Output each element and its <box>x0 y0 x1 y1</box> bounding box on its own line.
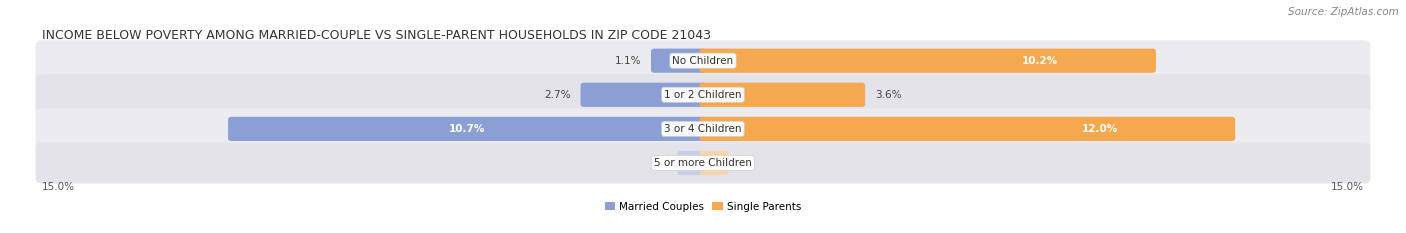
FancyBboxPatch shape <box>678 151 707 175</box>
FancyBboxPatch shape <box>228 117 707 141</box>
FancyBboxPatch shape <box>699 117 1236 141</box>
FancyBboxPatch shape <box>581 83 707 107</box>
FancyBboxPatch shape <box>699 49 1156 73</box>
Text: 15.0%: 15.0% <box>42 182 75 192</box>
FancyBboxPatch shape <box>35 74 1371 115</box>
Text: INCOME BELOW POVERTY AMONG MARRIED-COUPLE VS SINGLE-PARENT HOUSEHOLDS IN ZIP COD: INCOME BELOW POVERTY AMONG MARRIED-COUPL… <box>42 29 711 42</box>
Text: 3 or 4 Children: 3 or 4 Children <box>664 124 742 134</box>
Text: 5 or more Children: 5 or more Children <box>654 158 752 168</box>
FancyBboxPatch shape <box>699 151 728 175</box>
Legend: Married Couples, Single Parents: Married Couples, Single Parents <box>600 197 806 216</box>
Text: 3.6%: 3.6% <box>875 90 901 100</box>
FancyBboxPatch shape <box>651 49 707 73</box>
Text: No Children: No Children <box>672 56 734 66</box>
Text: 2.7%: 2.7% <box>544 90 571 100</box>
Text: 15.0%: 15.0% <box>1331 182 1364 192</box>
FancyBboxPatch shape <box>35 40 1371 81</box>
Text: 10.7%: 10.7% <box>449 124 485 134</box>
FancyBboxPatch shape <box>699 83 865 107</box>
Text: 12.0%: 12.0% <box>1081 124 1118 134</box>
Text: 1.1%: 1.1% <box>614 56 641 66</box>
Text: 0.0%: 0.0% <box>716 158 742 168</box>
Text: Source: ZipAtlas.com: Source: ZipAtlas.com <box>1288 7 1399 17</box>
FancyBboxPatch shape <box>35 108 1371 149</box>
Text: 0.0%: 0.0% <box>664 158 690 168</box>
Text: 10.2%: 10.2% <box>1022 56 1059 66</box>
Text: 1 or 2 Children: 1 or 2 Children <box>664 90 742 100</box>
FancyBboxPatch shape <box>35 143 1371 183</box>
